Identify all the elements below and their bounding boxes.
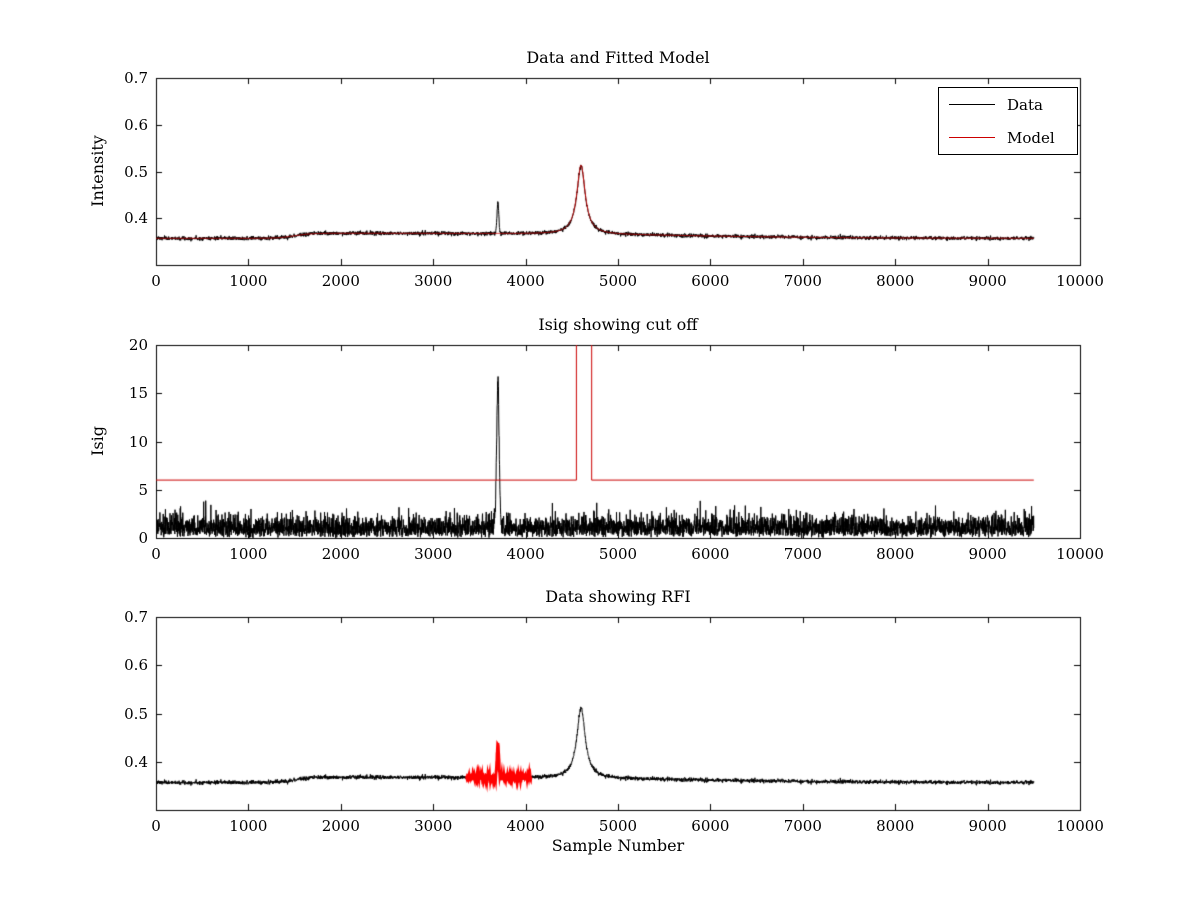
y-tick-label: 0.6 xyxy=(124,115,148,134)
x-tick-label: 2000 xyxy=(321,817,360,835)
y-tick-label: 0.7 xyxy=(124,608,148,626)
y-tick-label: 0 xyxy=(138,529,148,547)
x-tick-label: 3000 xyxy=(414,817,453,835)
y-tick-label: 20 xyxy=(128,336,148,354)
legend-label-data: Data xyxy=(1007,95,1043,114)
y-tick-label: 0.5 xyxy=(124,704,148,723)
y-tick-label: 0.4 xyxy=(124,752,148,771)
x-tick-label: 4000 xyxy=(506,545,545,563)
x-tick-label: 1000 xyxy=(229,545,268,563)
x-tick-label: 10000 xyxy=(1056,545,1104,563)
x-tick-label: 2000 xyxy=(321,545,360,563)
x-tick-label: 3000 xyxy=(414,545,453,563)
x-tick-label: 7000 xyxy=(783,545,822,563)
x-tick-label: 9000 xyxy=(968,817,1007,835)
x-tick-label: 1000 xyxy=(229,272,268,290)
x-tick-label: 0 xyxy=(151,272,161,290)
legend-entry-model: Model xyxy=(939,121,1077,154)
legend: Data Model xyxy=(938,87,1078,155)
x-tick-label: 5000 xyxy=(598,817,638,835)
x-tick-label: 5000 xyxy=(598,545,638,563)
x-tick-label: 6000 xyxy=(691,272,730,290)
x-tick-label: 2000 xyxy=(321,272,360,290)
x-tick-label: 10000 xyxy=(1056,817,1104,835)
y-tick-label: 15 xyxy=(128,384,148,403)
y-tick-label: 5 xyxy=(138,480,148,499)
x-tick-label: 6000 xyxy=(691,545,730,563)
x-tick-label: 10000 xyxy=(1056,272,1104,290)
panel2-title: Isig showing cut off xyxy=(538,315,698,334)
x-tick-label: 8000 xyxy=(876,272,915,290)
panel3-title: Data showing RFI xyxy=(545,587,691,606)
x-tick-label: 4000 xyxy=(506,272,545,290)
x-tick-label: 8000 xyxy=(876,817,915,835)
x-tick-label: 8000 xyxy=(876,545,915,563)
x-tick-label: 7000 xyxy=(783,272,822,290)
y-tick-label: 0.4 xyxy=(124,209,148,228)
legend-line-data-icon xyxy=(949,104,995,105)
x-tick-label: 1000 xyxy=(229,817,268,835)
panel3-xlabel: Sample Number xyxy=(551,836,685,855)
x-tick-label: 0 xyxy=(151,817,161,835)
x-tick-label: 6000 xyxy=(691,817,730,835)
y-tick-label: 0.5 xyxy=(124,162,148,181)
x-tick-label: 0 xyxy=(151,545,161,563)
y-tick-label: 0.7 xyxy=(124,69,148,87)
x-tick-label: 7000 xyxy=(783,817,822,835)
x-tick-label: 3000 xyxy=(414,272,453,290)
x-tick-label: 9000 xyxy=(968,545,1007,563)
x-tick-label: 4000 xyxy=(506,817,545,835)
x-tick-label: 9000 xyxy=(968,272,1007,290)
legend-label-model: Model xyxy=(1007,128,1055,147)
panel1-title: Data and Fitted Model xyxy=(526,48,710,67)
y-tick-label: 0.6 xyxy=(124,656,148,675)
x-tick-label: 5000 xyxy=(598,272,638,290)
legend-entry-data: Data xyxy=(939,88,1077,121)
legend-line-model-icon xyxy=(949,137,995,138)
y-tick-label: 10 xyxy=(128,432,148,451)
